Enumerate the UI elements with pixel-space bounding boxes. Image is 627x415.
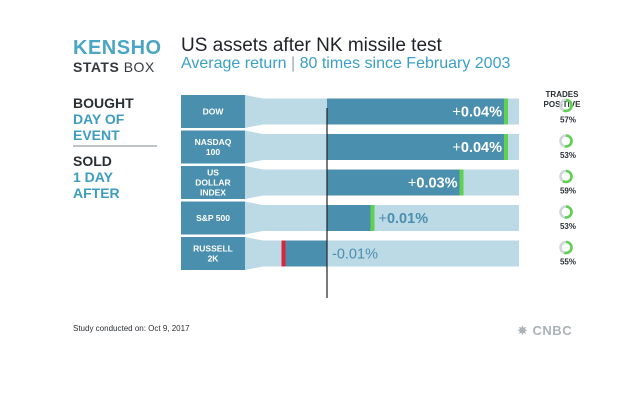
bar xyxy=(327,205,372,231)
chart-subtitle: Average return | 80 times since February… xyxy=(181,55,510,73)
chart-title: US assets after NK missile test xyxy=(181,35,442,56)
trades-positive-label: 59% xyxy=(560,187,576,196)
bar-track xyxy=(263,205,519,231)
trades-header-line1: TRADES xyxy=(545,90,579,99)
category-box xyxy=(181,130,245,164)
value-number: 0.03% xyxy=(416,176,457,192)
connector-wedge xyxy=(245,130,263,164)
trades-positive-header: TRADES POSITIVE xyxy=(532,90,592,110)
kensho-logo-line2: STATS BOX xyxy=(73,60,162,74)
value-number: 0.01% xyxy=(337,247,378,263)
value-label: +0.04% xyxy=(452,140,502,156)
trades-ring-fill xyxy=(559,98,573,113)
connector-wedge xyxy=(245,201,263,235)
category-label: S&P 500 xyxy=(196,213,230,223)
bar-end-marker xyxy=(504,134,508,160)
subtitle-separator: | xyxy=(286,55,300,72)
category-label: 100 xyxy=(206,147,220,157)
cnbc-logo-text: CNBC xyxy=(532,323,573,338)
kensho-logo: KENSHO STATS BOX xyxy=(73,38,162,74)
bar-end-marker xyxy=(370,205,375,231)
subtitle-right: 80 times since February 2003 xyxy=(299,55,511,72)
connector-wedge xyxy=(245,166,263,199)
trades-ring-fill xyxy=(559,134,573,148)
bar-end-marker xyxy=(504,98,508,125)
value-number: 0.04% xyxy=(461,140,502,156)
category-label: DOLLAR xyxy=(195,178,230,188)
legend-bought-value-2: EVENT xyxy=(73,127,120,143)
category-box xyxy=(181,201,245,235)
category-label: INDEX xyxy=(200,188,226,198)
legend-bought: BOUGHT DAY OF EVENT xyxy=(73,95,134,143)
kensho-logo-line1: KENSHO xyxy=(73,37,162,59)
legend-divider xyxy=(73,145,157,147)
legend-bought-value-1: DAY OF xyxy=(73,111,125,127)
peacock-icon: ✸ xyxy=(517,323,529,338)
category-label: US xyxy=(207,168,219,178)
trades-ring-fill xyxy=(559,205,573,219)
bar xyxy=(282,240,327,267)
legend-sold-value-2: AFTER xyxy=(73,185,120,201)
trades-positive-label: 55% xyxy=(560,258,576,267)
value-sign: + xyxy=(379,211,387,227)
value-label: +0.04% xyxy=(452,105,502,121)
cnbc-logo: ✸ CNBC xyxy=(517,323,572,339)
value-sign: + xyxy=(452,140,460,156)
bar xyxy=(327,134,505,160)
trades-positive-label: 57% xyxy=(560,116,576,125)
legend-sold: SOLD 1 DAY AFTER xyxy=(73,153,120,201)
subtitle-left: Average return xyxy=(181,55,287,72)
bar-end-marker xyxy=(459,169,464,196)
legend-sold-value-1: 1 DAY xyxy=(73,169,113,185)
kensho-logo-box: BOX xyxy=(119,59,155,75)
value-label: -0.01% xyxy=(332,247,378,263)
category-box xyxy=(181,95,245,128)
category-box xyxy=(181,237,245,270)
legend-sold-key: SOLD xyxy=(73,153,112,169)
connector-wedge xyxy=(245,95,263,128)
value-label: +0.03% xyxy=(408,176,458,192)
kensho-logo-stats: STATS xyxy=(73,59,120,75)
value-sign: + xyxy=(452,105,460,121)
value-sign: - xyxy=(332,247,337,263)
bar xyxy=(327,98,505,125)
connector-wedge xyxy=(245,237,263,270)
footnote: Study conducted on: Oct 9, 2017 xyxy=(73,324,190,333)
category-label: 2K xyxy=(208,254,220,264)
trades-positive-label: 53% xyxy=(560,151,576,160)
bar xyxy=(327,169,461,196)
category-label: DOW xyxy=(203,107,225,117)
legend-bought-key: BOUGHT xyxy=(73,95,134,111)
value-label: +0.01% xyxy=(379,211,429,227)
trades-ring-fill xyxy=(559,169,573,184)
trades-header-line2: POSITIVE xyxy=(543,100,581,109)
trades-ring-fill xyxy=(559,240,573,255)
value-sign: + xyxy=(408,176,416,192)
trades-positive-label: 53% xyxy=(560,222,576,231)
category-label: RUSSELL xyxy=(193,244,233,254)
category-label: NASDAQ xyxy=(195,137,232,147)
bar-end-marker xyxy=(281,240,286,267)
value-number: 0.04% xyxy=(461,105,502,121)
value-number: 0.01% xyxy=(387,211,428,227)
category-box xyxy=(181,166,245,199)
